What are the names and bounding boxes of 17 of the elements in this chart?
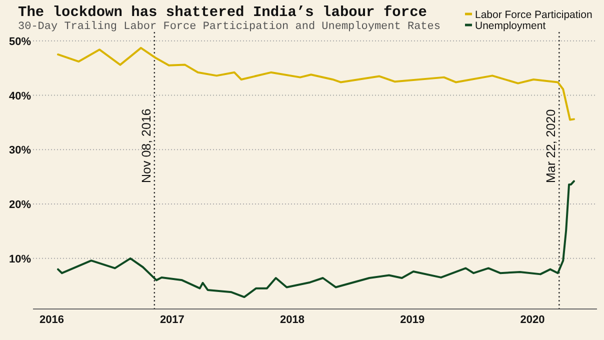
y-tick-label: 20% bbox=[8, 199, 32, 212]
chart-title: The lockdown has shattered India’s labour force bbox=[18, 5, 427, 21]
y-tick-label: 50% bbox=[8, 36, 32, 48]
legend-label: Labor Force Participation bbox=[475, 9, 592, 21]
x-tick-label: 2020 bbox=[520, 314, 545, 326]
legend-label: Unemployment bbox=[475, 20, 546, 32]
line-series bbox=[57, 180, 575, 298]
y-tick-label: 30% bbox=[8, 144, 32, 157]
ref-line-label: Mar 22, 2020 bbox=[544, 109, 558, 183]
x-tick-label: 2019 bbox=[400, 314, 425, 326]
ref-line-label: Nov 08, 2016 bbox=[139, 108, 154, 183]
x-tick-label: 2016 bbox=[40, 314, 64, 326]
x-tick-label: 2018 bbox=[280, 314, 305, 326]
chart-subtitle: 30-Day Trailing Labor Force Participation and Unemployment Rates bbox=[18, 21, 440, 33]
y-tick-label: 40% bbox=[8, 90, 32, 102]
y-tick-label: 10% bbox=[8, 253, 32, 266]
x-tick-label: 2017 bbox=[160, 314, 184, 326]
